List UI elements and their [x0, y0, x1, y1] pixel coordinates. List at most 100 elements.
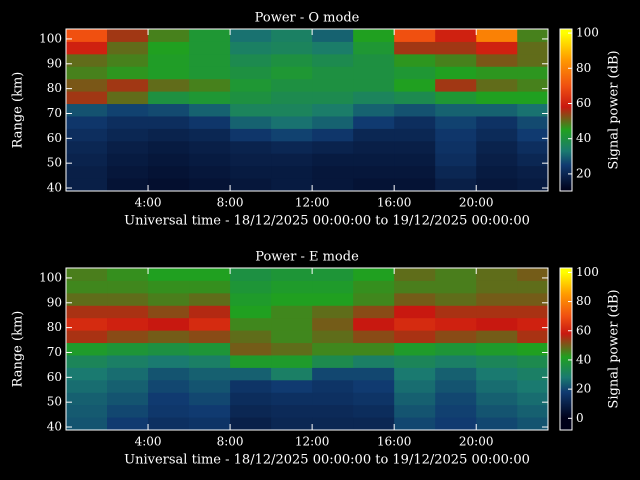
heat-cell: [148, 103, 190, 117]
heat-cell: [107, 128, 149, 142]
heat-cell: [107, 91, 149, 105]
heat-cell: [353, 268, 395, 281]
heat-cell: [394, 417, 436, 430]
heat-cell: [230, 128, 272, 142]
heat-cell: [394, 404, 436, 418]
heat-cell: [230, 330, 272, 344]
heat-cell: [394, 392, 436, 406]
heat-cell: [230, 140, 272, 154]
heat-cell: [353, 292, 395, 306]
heat-cell: [394, 292, 436, 306]
heat-cell: [66, 78, 108, 92]
colorbar: [559, 267, 573, 431]
heat-cell: [66, 103, 108, 117]
heat-cell: [394, 153, 436, 167]
heat-cell: [435, 178, 477, 191]
heat-cell: [271, 165, 313, 179]
heat-cell: [107, 41, 149, 55]
y-tick-label: 100: [39, 31, 62, 45]
heat-cell: [394, 78, 436, 92]
heat-cell: [476, 417, 518, 430]
heat-cell: [107, 330, 149, 344]
heat-cell: [435, 140, 477, 154]
colorbar-tick-label: 40: [576, 131, 591, 145]
heat-cell: [107, 404, 149, 418]
heat-cell: [271, 367, 313, 381]
heat-cell: [189, 292, 231, 306]
heat-cell: [230, 178, 272, 191]
x-tick-label: 20:00: [459, 196, 494, 210]
heat-cell: [394, 305, 436, 319]
heat-cell: [435, 292, 477, 306]
heat-cell: [312, 417, 354, 430]
x-tick-label: 20:00: [459, 435, 494, 449]
x-tick-label: 12:00: [295, 196, 330, 210]
heat-cell: [353, 103, 395, 117]
heat-cell: [230, 280, 272, 294]
heat-cell: [476, 392, 518, 406]
heat-cell: [353, 66, 395, 80]
heat-cell: [394, 128, 436, 142]
heat-cell: [476, 140, 518, 154]
heat-cell: [353, 178, 395, 191]
heat-cell: [353, 91, 395, 105]
heat-cell: [189, 404, 231, 418]
heat-cell: [189, 103, 231, 117]
y-axis-label: Range (km): [11, 311, 26, 388]
heat-cell: [271, 292, 313, 306]
heat-cell: [107, 292, 149, 306]
heat-cell: [312, 342, 354, 356]
colorbar-tick-label: 100: [576, 26, 599, 40]
heat-cell: [189, 354, 231, 368]
heat-cell: [394, 379, 436, 393]
heat-cell: [353, 41, 395, 55]
heat-cell: [476, 342, 518, 356]
heat-cell: [271, 103, 313, 117]
heat-cell: [189, 41, 231, 55]
heat-cell: [271, 115, 313, 129]
heat-cell: [271, 317, 313, 331]
heat-cell: [394, 53, 436, 67]
heat-cell: [435, 268, 477, 281]
heat-cell: [230, 29, 272, 42]
heat-cell: [312, 140, 354, 154]
heat-cell: [394, 115, 436, 129]
heat-cell: [353, 330, 395, 344]
heat-cell: [107, 354, 149, 368]
heat-cell: [312, 103, 354, 117]
heat-cell: [230, 41, 272, 55]
heat-cell: [517, 330, 548, 344]
heat-cell: [107, 367, 149, 381]
heat-cell: [312, 354, 354, 368]
heat-cell: [148, 280, 190, 294]
heat-cell: [271, 392, 313, 406]
heat-cell: [435, 330, 477, 344]
heat-cell: [107, 140, 149, 154]
colorbar-tick-label: 80: [576, 61, 591, 75]
heat-cell: [271, 41, 313, 55]
heat-cell: [312, 268, 354, 281]
heat-cell: [517, 392, 548, 406]
heat-cell: [189, 342, 231, 356]
heat-cell: [353, 354, 395, 368]
heat-cell: [435, 128, 477, 142]
heat-cell: [189, 91, 231, 105]
heat-cell: [66, 354, 108, 368]
heat-cell: [230, 103, 272, 117]
heat-cell: [353, 317, 395, 331]
y-tick-label: 40: [47, 420, 62, 434]
heat-cell: [271, 153, 313, 167]
heat-cell: [312, 29, 354, 42]
heat-cell: [517, 165, 548, 179]
panel-title: Power - O mode: [255, 11, 360, 26]
y-tick-label: 60: [47, 131, 62, 145]
panel-title: Power - E mode: [255, 250, 359, 265]
y-tick-label: 80: [47, 320, 62, 334]
heat-cell: [394, 268, 436, 281]
heat-cell: [66, 140, 108, 154]
heat-cell: [476, 53, 518, 67]
heat-cell: [435, 379, 477, 393]
y-tick-label: 60: [47, 370, 62, 384]
heat-cell: [517, 128, 548, 142]
heat-cell: [435, 305, 477, 319]
